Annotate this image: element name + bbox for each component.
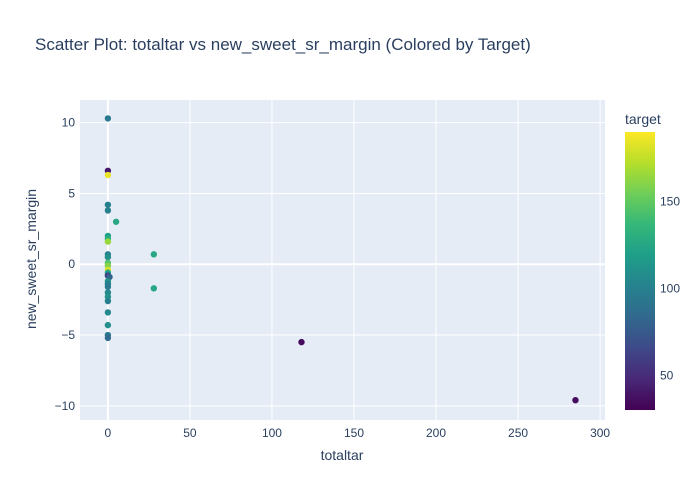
x-tick-label: 100 (262, 426, 282, 440)
colorbar-tick-label: 50 (660, 368, 674, 382)
colorbar-tick-label: 150 (660, 195, 680, 209)
grid-lines (80, 100, 605, 420)
y-axis-title: new_sweet_sr_margin (23, 189, 39, 329)
scatter-point (112, 218, 120, 225)
scatter-point (150, 285, 158, 292)
plot-area (80, 100, 605, 420)
scatter-point (572, 396, 579, 404)
scatter-point (104, 321, 112, 329)
y-tick-label: 5 (68, 186, 75, 200)
x-tick-label: 200 (426, 426, 446, 440)
colorbar-tick-label: 100 (660, 281, 680, 295)
y-tick-label: 0 (68, 257, 75, 271)
y-tick-label: −10 (55, 399, 76, 413)
scatter-point (298, 338, 305, 346)
scatter-point (150, 251, 158, 258)
colorbar-title: target (625, 111, 661, 127)
scatter-point (104, 283, 112, 291)
chart-title: Scatter Plot: totaltar vs new_sweet_sr_m… (35, 35, 531, 54)
y-axis-ticks: −10 −5 0 5 10 (55, 116, 76, 413)
x-tick-label: 150 (344, 426, 364, 440)
x-tick-label: 250 (508, 426, 528, 440)
x-tick-label: 50 (183, 426, 197, 440)
y-tick-label: −5 (61, 328, 75, 342)
scatter-point (104, 334, 112, 342)
scatter-point (104, 238, 112, 245)
y-tick-label: 10 (62, 116, 76, 130)
scatter-point (104, 115, 112, 122)
x-tick-label: 0 (105, 426, 112, 440)
data-points (104, 115, 579, 404)
scatter-point (104, 207, 112, 214)
scatter-point (104, 171, 112, 179)
scatter-point (104, 201, 112, 208)
colorbar (625, 132, 655, 410)
scatter-point (104, 253, 112, 261)
x-axis-ticks: 0 50 100 150 200 250 300 (105, 426, 611, 440)
scatter-point (104, 297, 112, 305)
x-axis-title: totaltar (321, 447, 364, 463)
colorbar-ticks: 50 100 150 (660, 195, 680, 383)
x-tick-label: 300 (590, 426, 610, 440)
scatter-point (104, 309, 112, 316)
